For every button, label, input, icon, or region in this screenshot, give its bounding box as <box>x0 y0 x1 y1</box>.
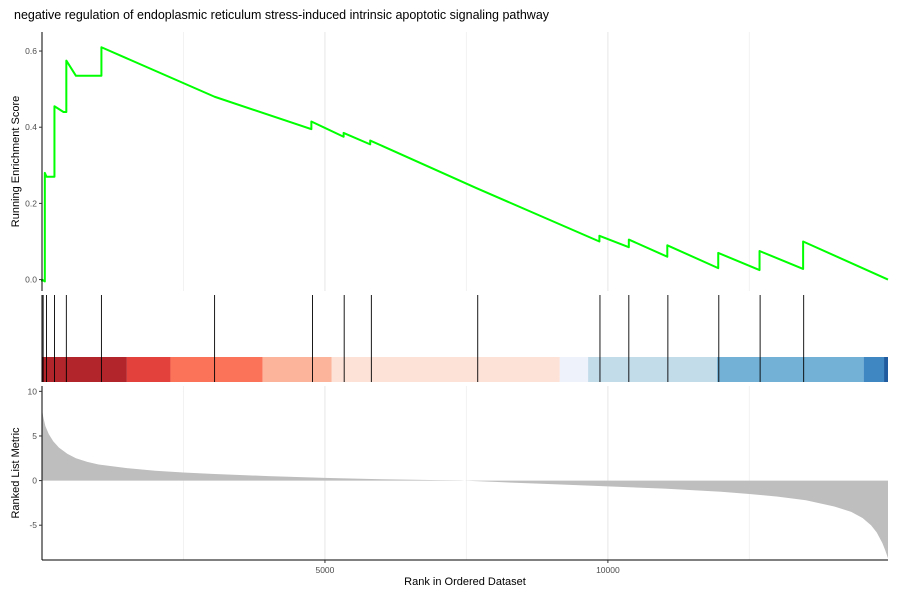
x-tick-label: 5000 <box>315 565 334 575</box>
ranked-metric-area <box>42 409 888 559</box>
es-y-axis-title: Running Enrichment Score <box>10 96 22 227</box>
color-bar-segment <box>262 357 332 382</box>
color-bar-segment <box>863 357 885 382</box>
x-axis-title: Rank in Ordered Dataset <box>404 576 526 588</box>
color-bar-segment <box>588 357 718 382</box>
es-line <box>41 46 889 283</box>
chart-title: negative regulation of endoplasmic retic… <box>14 8 550 22</box>
enrichment-score-line <box>41 46 889 283</box>
grid-lines <box>182 32 750 560</box>
x-tick-label: 10000 <box>596 565 620 575</box>
ranked-y-tick-label: -5 <box>29 520 37 530</box>
color-bar-segment <box>170 357 263 382</box>
es-y-tick-label: 0.6 <box>25 46 37 56</box>
es-y-tick-label: 0.4 <box>25 122 37 132</box>
ranked-y-axis-title: Ranked List Metric <box>10 427 22 519</box>
axis-labels: 0.0 0.2 0.4 0.6 -5 0 5 10 5000 10000 Rank in Order… <box>10 46 620 588</box>
rank-color-bar <box>42 357 888 382</box>
color-bar-segment <box>884 357 888 382</box>
color-bar-segment <box>559 357 589 382</box>
ranked-y-tick-label: 0 <box>32 476 37 486</box>
gene-hit-ticks <box>42 295 805 382</box>
ranked-y-tick-label: 5 <box>32 431 37 441</box>
color-bar-segment <box>717 357 864 382</box>
color-bar-segment <box>331 357 560 382</box>
ranked-metric-fill <box>42 409 888 559</box>
ranked-y-tick-label: 10 <box>28 386 38 396</box>
axes <box>39 32 888 563</box>
color-bar-segment <box>42 357 127 382</box>
es-y-tick-label: 0.0 <box>25 275 37 285</box>
es-y-tick-label: 0.2 <box>25 198 37 208</box>
color-bar-segment <box>126 357 171 382</box>
